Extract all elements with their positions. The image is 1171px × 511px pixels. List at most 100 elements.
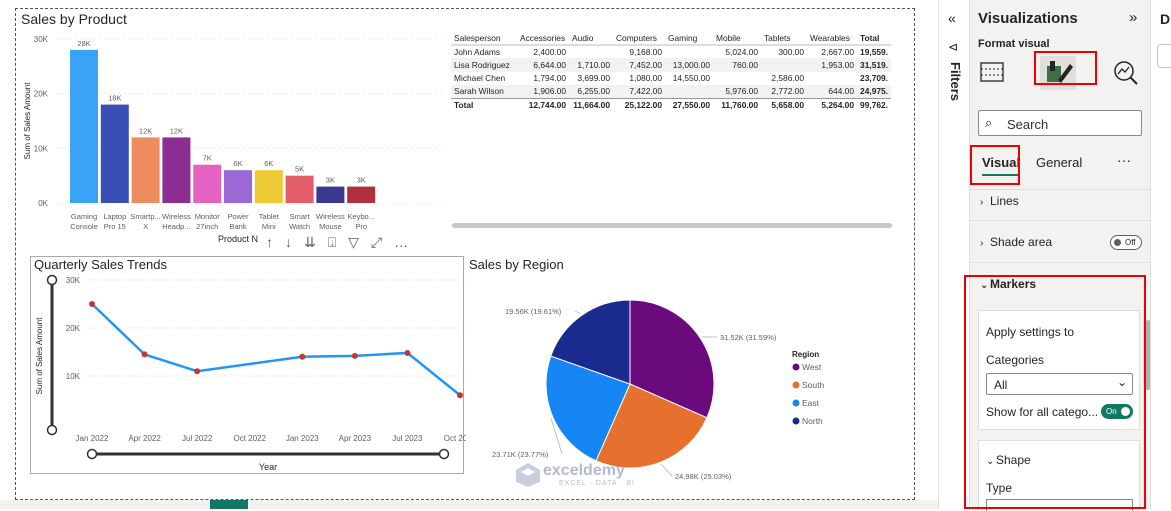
- line-marker: [404, 350, 410, 356]
- bar: [347, 187, 375, 203]
- bar: [132, 137, 160, 203]
- section-lines[interactable]: ›Lines: [972, 194, 1148, 208]
- exceldemy-logo-icon: [515, 462, 541, 488]
- bar-data-label: 6K: [264, 159, 273, 168]
- matrix-cell: 2,772.00: [761, 85, 807, 98]
- matrix-cell: 2,667.00: [807, 45, 857, 58]
- matrix-cell: 300.00: [761, 45, 807, 58]
- search-input[interactable]: ⌕ Search: [978, 110, 1142, 136]
- matrix-cell: 5,024.00: [713, 45, 761, 58]
- expand-down-icon[interactable]: ⇊: [304, 234, 328, 250]
- visualizations-pane: Visualizations » Format visual ⌕ Search …: [970, 0, 1150, 509]
- matrix-cell: 2,586.00: [761, 72, 807, 85]
- line-marker: [89, 301, 95, 307]
- matrix-cell: 1,906.00: [517, 85, 569, 98]
- x-tick-label: Oct 2023: [444, 434, 466, 443]
- matrix-total-cell: 25,122.00: [613, 98, 665, 111]
- x-tick-label: Laptop: [103, 212, 126, 221]
- matrix-column-header[interactable]: Gaming: [665, 31, 713, 45]
- y-zoom-slider-handle: [48, 276, 57, 285]
- expand-icon[interactable]: »: [1129, 9, 1137, 26]
- matrix-total-cell: Total: [451, 98, 517, 111]
- matrix-cell: Michael Chen: [451, 72, 517, 85]
- data-pane-label: D: [1160, 11, 1170, 27]
- matrix-cell: John Adams: [451, 45, 517, 58]
- x-tick-label: Oct 2022: [233, 434, 266, 443]
- drill-up-icon[interactable]: ↑: [266, 234, 285, 250]
- pie-leader-line: [575, 311, 580, 314]
- pie-data-label: 31.52K (31.59%): [720, 333, 777, 342]
- bar-data-label: 5K: [295, 165, 304, 174]
- more-options-button[interactable]: ···: [1117, 152, 1131, 168]
- y-tick-label: 0K: [38, 199, 48, 208]
- filter-icon[interactable]: ▽: [348, 234, 371, 250]
- drill-down-icon[interactable]: ↓: [285, 234, 304, 250]
- matrix-column-header[interactable]: Mobile: [713, 31, 761, 45]
- active-page-tab[interactable]: [210, 500, 248, 509]
- x-tick-label: Apr 2022: [128, 434, 161, 443]
- bar-chart-ylabel: Sum of Sales Amount: [23, 82, 32, 160]
- matrix-cell: [665, 85, 713, 98]
- matrix-cell: 9,168.00: [613, 45, 665, 58]
- x-tick-label: Wireless: [316, 212, 345, 221]
- data-pane-collapsed[interactable]: D: [1150, 0, 1171, 509]
- bar: [70, 50, 98, 203]
- line-series: [92, 304, 460, 395]
- bar: [224, 170, 252, 203]
- x-tick-label: Pro: [355, 222, 367, 231]
- filter-funnel-icon: ⊲: [948, 40, 958, 54]
- x-tick-label: Watch: [289, 222, 310, 231]
- matrix-cell: 760.00: [713, 58, 761, 71]
- matrix-column-header[interactable]: Audio: [569, 31, 613, 45]
- bar: [286, 176, 314, 203]
- legend-label: West: [802, 362, 822, 372]
- matrix-column-header[interactable]: Total: [857, 31, 891, 45]
- highlight-markers-section: [964, 275, 1146, 509]
- matrix-column-header[interactable]: Tablets: [761, 31, 807, 45]
- x-tick-label: Tablet: [259, 212, 280, 221]
- pie-leader-line: [661, 464, 672, 476]
- y-tick-label: 20K: [34, 90, 49, 99]
- toggle-text: Off: [1125, 236, 1136, 249]
- matrix-cell: 1,710.00: [569, 58, 613, 71]
- line-marker: [194, 368, 200, 374]
- x-tick-label: 27inch: [196, 222, 218, 231]
- tab-general[interactable]: General: [1036, 155, 1082, 170]
- page-tabs-bar: [0, 500, 938, 509]
- filters-label[interactable]: Filters: [948, 62, 963, 101]
- build-visual-icon[interactable]: [980, 60, 1004, 84]
- matrix-column-header[interactable]: Accessories: [517, 31, 569, 45]
- legend-swatch: [793, 382, 800, 389]
- collapse-icon[interactable]: «: [948, 10, 956, 26]
- watermark-brand: exceldemy: [543, 462, 625, 480]
- pie-data-label: 19.56K (19.61%): [505, 307, 562, 316]
- legend-swatch: [793, 418, 800, 425]
- expand-hierarchy-icon[interactable]: ⍗: [328, 234, 348, 250]
- data-pane-search-box[interactable]: [1157, 44, 1171, 68]
- matrix-cell: Sarah Wilson: [451, 85, 517, 98]
- more-options-icon[interactable]: …: [394, 234, 420, 250]
- line-chart-xlabel: Year: [259, 462, 277, 472]
- matrix-cell: 3,699.00: [569, 72, 613, 85]
- focus-mode-icon[interactable]: ⤢: [371, 234, 394, 250]
- section-lines-label: Lines: [990, 194, 1019, 208]
- highlight-visual-tab: [970, 145, 1020, 185]
- matrix-horizontal-scrollbar[interactable]: [452, 223, 892, 228]
- matrix-cell: 13,000.00: [665, 58, 713, 71]
- x-tick-label: Smart: [290, 212, 311, 221]
- analytics-icon[interactable]: [1113, 60, 1139, 86]
- shade-area-toggle[interactable]: Off: [1110, 235, 1142, 250]
- matrix-column-header[interactable]: Salesperson: [451, 31, 517, 45]
- matrix-column-header[interactable]: Wearables: [807, 31, 857, 45]
- matrix-cell: Lisa Rodriguez: [451, 58, 517, 71]
- legend-swatch: [793, 364, 800, 371]
- matrix-column-header[interactable]: Computers: [613, 31, 665, 45]
